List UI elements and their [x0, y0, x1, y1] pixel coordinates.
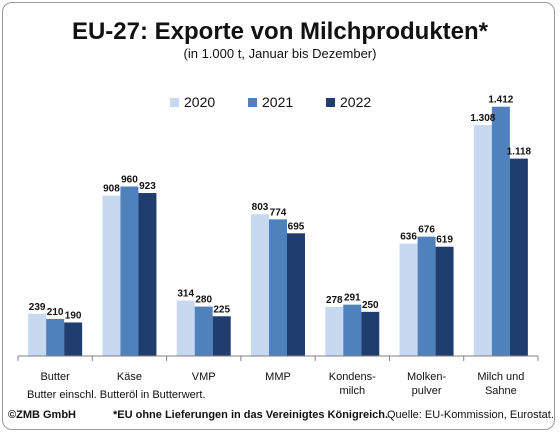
bar-2022-3 — [287, 233, 305, 356]
legend-swatch-2022 — [326, 98, 335, 107]
bar-2020-0 — [28, 313, 47, 356]
value-label: 774 — [270, 207, 287, 218]
value-label: 1.118 — [507, 147, 532, 158]
bar-2021-5 — [417, 236, 436, 356]
x-axis-label: Molken-pulver — [407, 371, 446, 397]
value-label: 210 — [47, 307, 64, 318]
value-label: 225 — [213, 304, 230, 315]
legend: 2020 2021 2022 — [170, 94, 371, 110]
bar-2022-4 — [361, 311, 380, 356]
bar-2021-2 — [194, 306, 213, 356]
bar-2021-0 — [46, 318, 65, 356]
value-label: 1.412 — [488, 95, 513, 106]
x-axis-label: Kondens-milch — [329, 371, 376, 397]
x-axis-label: Milch und Sahne — [477, 371, 524, 397]
bar-2022-0 — [64, 322, 83, 356]
value-label: 695 — [288, 221, 305, 232]
legend-swatch-2020 — [170, 98, 179, 107]
value-label: 314 — [177, 289, 194, 300]
bar-2022-1 — [138, 193, 157, 356]
chart-subtitle: (in 1.000 t, Januar bis Dezember) — [183, 46, 377, 61]
bar-2022-6 — [509, 158, 528, 356]
legend-label-2022: 2022 — [340, 94, 371, 110]
value-label: 923 — [139, 181, 156, 192]
value-label: 908 — [103, 184, 120, 195]
bars — [28, 106, 528, 356]
source-note: Quelle: EU-Kommission, Eurostat. — [387, 409, 554, 421]
legend-swatch-2021 — [248, 98, 257, 107]
legend-label-2020: 2020 — [184, 94, 215, 110]
bar-2021-3 — [269, 219, 287, 356]
value-label: 278 — [326, 295, 343, 306]
x-axis-ticks — [17, 356, 539, 361]
value-label: 676 — [418, 225, 435, 236]
value-label: 190 — [65, 310, 82, 321]
bar-2020-4 — [325, 306, 344, 356]
eu-footnote: *EU ohne Lieferungen in das Vereinigtes … — [113, 409, 389, 421]
value-label: 239 — [29, 302, 46, 313]
bar-2020-2 — [176, 300, 195, 356]
value-label: 280 — [195, 295, 212, 306]
bar-2020-1 — [102, 195, 121, 356]
value-label: 1.308 — [470, 113, 495, 124]
x-axis-labels: Butter Käse VMP MMP Kondens-milch Molken-pulv… — [40, 371, 524, 397]
x-axis-label: Käse — [117, 371, 142, 383]
x-axis-label: Butter — [40, 371, 70, 383]
value-label: 619 — [436, 235, 453, 246]
value-label: 291 — [344, 293, 361, 304]
bar-2022-5 — [435, 246, 454, 356]
bar-2022-2 — [212, 316, 231, 356]
bar-2021-1 — [120, 186, 139, 356]
bar-2021-4 — [343, 304, 362, 356]
bar-2020-6 — [473, 125, 492, 356]
bar-2021-6 — [491, 106, 510, 356]
chart-title: EU-27: Exporte von Milchprodukten* — [71, 18, 489, 45]
copyright: ©ZMB GmbH — [8, 409, 76, 421]
bar-2020-3 — [251, 214, 269, 356]
bar-2020-5 — [399, 243, 418, 356]
legend-label-2021: 2021 — [262, 94, 293, 110]
value-label: 636 — [400, 232, 417, 243]
value-label: 960 — [121, 175, 138, 186]
butter-footnote: Butter einschl. Butteröl in Butterwert. — [27, 389, 206, 401]
x-axis-label: MMP — [265, 371, 291, 383]
value-label: 803 — [252, 202, 269, 213]
chart-frame — [2, 2, 555, 430]
value-label: 250 — [362, 300, 379, 311]
x-axis-label: VMP — [192, 371, 216, 383]
